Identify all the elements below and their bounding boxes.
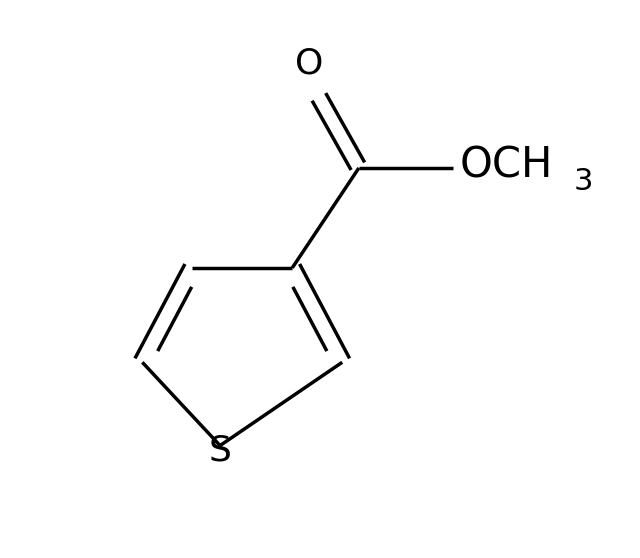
Text: O: O [294, 46, 323, 80]
Text: 3: 3 [573, 167, 593, 196]
Text: OCH: OCH [460, 144, 554, 186]
Text: S: S [209, 433, 232, 467]
